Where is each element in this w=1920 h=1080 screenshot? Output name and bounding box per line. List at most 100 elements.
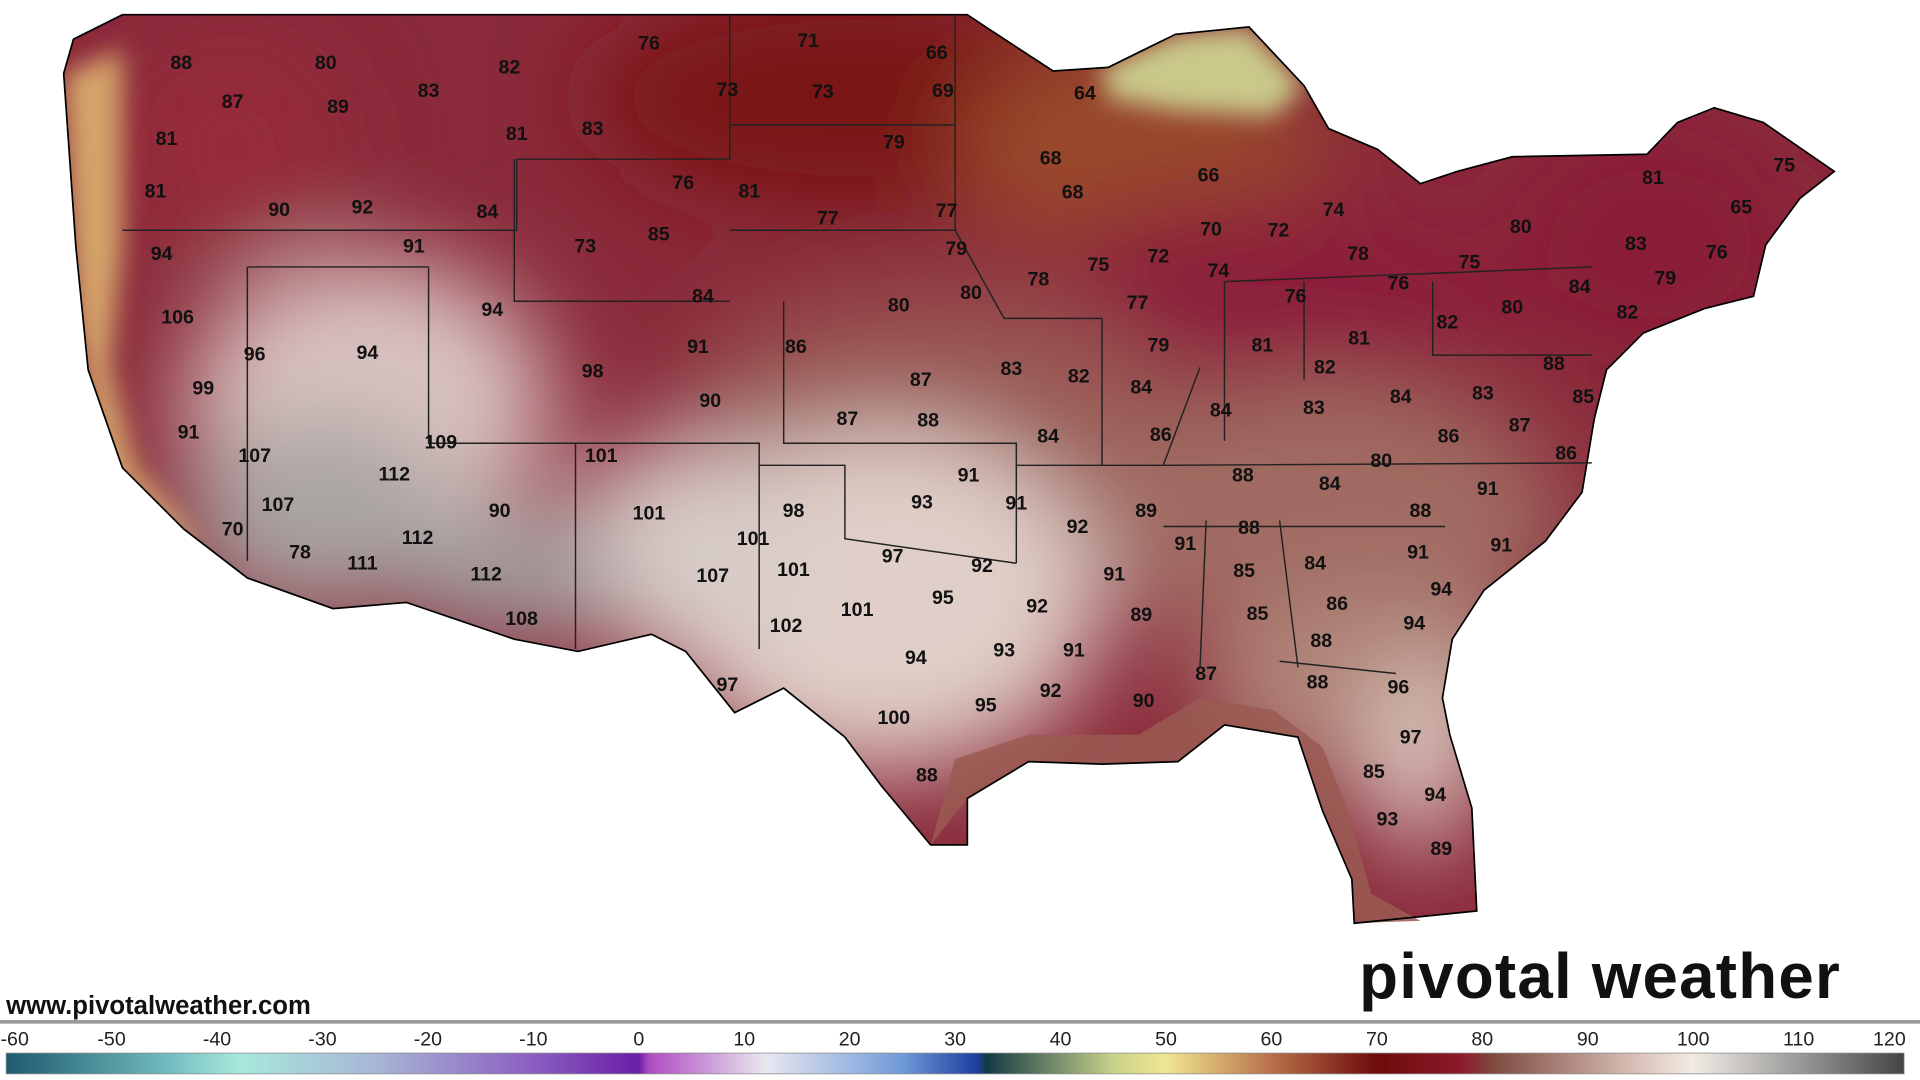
temperature-label: 101 — [633, 502, 666, 524]
temperature-label: 82 — [498, 57, 520, 79]
temperature-label: 78 — [289, 542, 311, 564]
temperature-label: 112 — [470, 564, 502, 586]
temperature-label: 76 — [638, 32, 660, 54]
temperature-label: 82 — [1068, 365, 1090, 387]
temperature-label: 91 — [1490, 534, 1512, 556]
colorbar-tick-label: 60 — [1261, 1029, 1283, 1051]
temperature-label: 107 — [238, 445, 271, 467]
temperature-label: 91 — [1005, 493, 1027, 515]
temperature-label: 83 — [582, 118, 604, 140]
temperature-label: 82 — [1436, 311, 1458, 333]
colorbar-tick-label: 90 — [1577, 1029, 1599, 1051]
temperature-label: 92 — [1026, 596, 1048, 618]
temperature-label: 89 — [327, 96, 349, 118]
colorbar-tick-label: 100 — [1677, 1029, 1710, 1051]
temperature-label: 84 — [1210, 400, 1232, 422]
colorbar-tick-label: 80 — [1471, 1029, 1493, 1051]
temperature-label: 94 — [1430, 578, 1452, 600]
temperature-label: 87 — [222, 91, 244, 113]
colorbar — [5, 1052, 1905, 1075]
temperature-label: 84 — [1130, 376, 1152, 398]
footer-divider — [0, 1020, 1920, 1024]
temperature-label: 85 — [1233, 560, 1255, 582]
temperature-label: 90 — [699, 390, 721, 412]
temperature-label: 89 — [1430, 838, 1452, 860]
state-borders — [122, 14, 1592, 675]
temperature-label: 87 — [910, 369, 932, 391]
temperature-label: 81 — [145, 180, 167, 202]
temperature-label: 64 — [1074, 82, 1096, 104]
temperature-label: 75 — [1773, 155, 1795, 177]
temperature-label: 99 — [192, 378, 214, 400]
temperature-label: 80 — [315, 52, 337, 74]
colorbar-tick-label: 10 — [733, 1029, 755, 1051]
temperature-label: 108 — [505, 608, 538, 630]
temperature-label: 101 — [777, 559, 810, 581]
temperature-label: 74 — [1323, 199, 1345, 221]
temperature-label: 75 — [1087, 254, 1109, 276]
temperature-label: 77 — [936, 200, 958, 222]
temperature-label: 88 — [917, 409, 939, 431]
temperature-label: 86 — [1326, 593, 1348, 615]
offshore-shading — [930, 697, 1421, 924]
temperature-label: 90 — [268, 199, 290, 221]
temperature-label: 76 — [672, 172, 694, 194]
temperature-label: 82 — [1616, 302, 1638, 324]
temperature-label: 101 — [585, 445, 618, 467]
temperature-label: 84 — [476, 201, 498, 223]
temperature-label: 71 — [797, 30, 819, 52]
temperature-label: 94 — [1424, 784, 1446, 806]
colorbar-tick-label: 40 — [1050, 1029, 1072, 1051]
temperature-label: 93 — [993, 640, 1015, 662]
temperature-label: 97 — [716, 674, 738, 696]
temperature-label: 91 — [1477, 478, 1499, 500]
temperature-label: 81 — [156, 128, 178, 150]
temperature-label: 66 — [926, 42, 948, 64]
temperature-label: 84 — [692, 286, 714, 308]
temperature-label: 98 — [582, 360, 604, 382]
temperature-label: 94 — [151, 243, 173, 265]
temperature-label: 68 — [1040, 147, 1062, 169]
temperature-label: 85 — [648, 223, 670, 245]
temperature-label: 89 — [1130, 604, 1152, 626]
temperature-label: 85 — [1247, 603, 1269, 625]
temperature-label: 93 — [1376, 809, 1398, 831]
temperature-label: 91 — [687, 336, 709, 358]
temperature-label: 88 — [1238, 517, 1260, 539]
temperature-label: 75 — [1458, 251, 1480, 273]
temperature-label: 101 — [841, 599, 874, 621]
colorbar-tick-label: -50 — [97, 1029, 125, 1051]
colorbar-tick-label: 70 — [1366, 1029, 1388, 1051]
temperature-label: 96 — [1387, 676, 1409, 698]
temperature-label: 91 — [958, 464, 980, 486]
temperature-label: 91 — [1063, 640, 1085, 662]
temperature-label: 109 — [424, 431, 457, 453]
temperature-label: 92 — [1067, 516, 1089, 538]
temperature-label: 65 — [1730, 196, 1752, 218]
temperature-label: 88 — [1307, 671, 1329, 693]
colorbar-tick-label: -20 — [414, 1029, 442, 1051]
temperature-label: 87 — [836, 408, 858, 430]
temperature-label: 90 — [1133, 690, 1155, 712]
temperature-label: 83 — [1303, 397, 1325, 419]
temperature-label: 76 — [1706, 242, 1728, 264]
temperature-label: 94 — [1403, 613, 1425, 635]
colorbar-tick-label: 110 — [1783, 1029, 1814, 1051]
colorbar-tick-label: 120 — [1873, 1029, 1906, 1051]
colorbar-tick-label: -30 — [308, 1029, 336, 1051]
temperature-label: 97 — [882, 545, 904, 567]
temperature-label: 85 — [1363, 761, 1385, 783]
website-url[interactable]: www.pivotalweather.com — [5, 992, 311, 1020]
temperature-label: 91 — [403, 236, 425, 258]
temperature-label: 91 — [1174, 533, 1196, 555]
temperature-label: 80 — [1510, 216, 1532, 238]
temperature-label: 74 — [1207, 260, 1229, 282]
temperature-label: 87 — [1195, 663, 1217, 685]
temperature-label: 79 — [1654, 267, 1676, 289]
temperature-label: 84 — [1037, 425, 1059, 447]
temperature-label: 83 — [1625, 233, 1647, 255]
temperature-label: 70 — [1200, 218, 1222, 240]
colorbar-ticks: -60 -50 -40 -30 -20 -10 0 10 20 30 40 50 60 70 80 90 100… — [1, 1029, 1906, 1051]
